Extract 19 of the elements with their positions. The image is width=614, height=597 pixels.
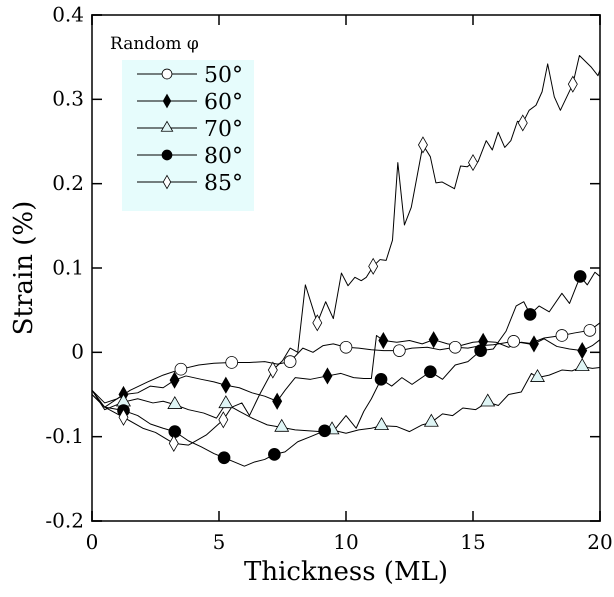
x-axis-title: Thickness (ML) (244, 557, 448, 587)
legend-label: 85° (204, 171, 243, 196)
y-tick-label: 0.1 (52, 255, 84, 280)
x-tick-label: 15 (460, 530, 486, 554)
y-tick-label: -0.2 (45, 508, 84, 532)
legend-label: 60° (204, 90, 243, 115)
y-tick-label: 0 (71, 340, 84, 364)
y-tick-label: -0.1 (45, 424, 84, 448)
x-tick-label: 20 (587, 530, 613, 554)
x-tick-label: 5 (212, 530, 226, 554)
legend-label: 80° (204, 144, 243, 169)
y-tick-label: 0.2 (52, 171, 84, 196)
x-tick-label: 10 (333, 530, 359, 554)
y-axis-title: Strain (%) (9, 200, 39, 336)
y-tick-label: 0.3 (52, 86, 84, 111)
legend-label: 50° (204, 63, 243, 88)
y-tick-label: 0.4 (52, 2, 84, 26)
legend-title: Random φ (110, 34, 199, 54)
legend-label: 70° (204, 117, 243, 142)
